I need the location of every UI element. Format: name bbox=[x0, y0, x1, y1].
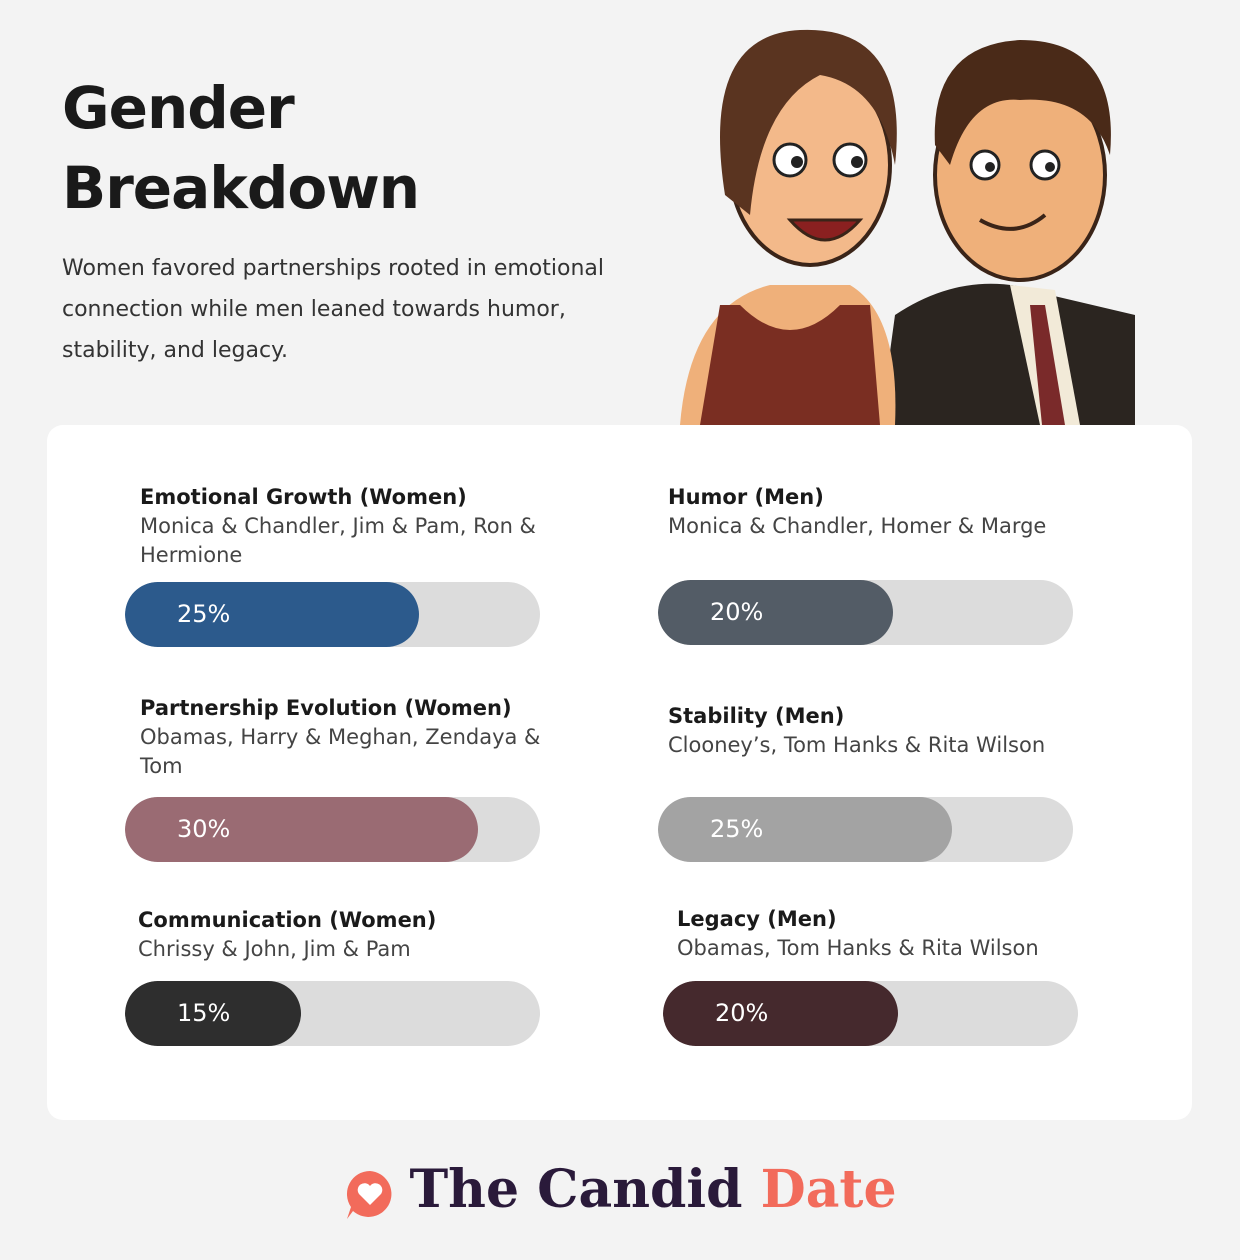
item-examples: Monica & Chandler, Homer & Marge bbox=[668, 514, 1047, 538]
bar-track: 25% bbox=[125, 582, 540, 647]
bar-fill bbox=[658, 580, 894, 645]
item-title: Humor (Men) bbox=[668, 485, 824, 509]
item-examples: Chrissy & John, Jim & Pam bbox=[138, 937, 411, 961]
bar-fill bbox=[125, 797, 478, 862]
item-title: Legacy (Men) bbox=[677, 907, 837, 931]
item-examples: Monica & Chandler, Jim & Pam, Ron & Herm… bbox=[140, 514, 536, 567]
item-text: Partnership Evolution (Women) Obamas, Har… bbox=[140, 694, 570, 781]
bar-track: 20% bbox=[658, 580, 1073, 645]
page-title: Gender Breakdown bbox=[62, 68, 420, 228]
item-text: Stability (Men) Clooney’s, Tom Hanks & Ri… bbox=[668, 702, 1098, 760]
brand-logo: The Candid Date bbox=[0, 1155, 1240, 1225]
item-text: Humor (Men) Monica & Chandler, Homer & Ma… bbox=[668, 483, 1098, 541]
results-card: Emotional Growth (Women) Monica & Chandle… bbox=[47, 425, 1192, 1120]
value-label: 30% bbox=[177, 815, 231, 843]
bar-track: 15% bbox=[125, 981, 540, 1046]
brand-icon bbox=[347, 1170, 392, 1219]
item-text: Emotional Growth (Women) Monica & Chandle… bbox=[140, 483, 570, 570]
item-text: Legacy (Men) Obamas, Tom Hanks & Rita Wil… bbox=[677, 905, 1107, 963]
bar-fill bbox=[658, 797, 952, 862]
title-line: Breakdown bbox=[62, 154, 420, 222]
bar-fill bbox=[125, 582, 419, 647]
value-label: 25% bbox=[177, 600, 231, 628]
item-title: Communication (Women) bbox=[138, 908, 437, 932]
item-examples: Obamas, Harry & Meghan, Zendaya & Tom bbox=[140, 725, 541, 778]
bar-fill bbox=[125, 981, 302, 1046]
value-label: 15% bbox=[177, 999, 231, 1027]
bar-track: 25% bbox=[658, 797, 1073, 862]
brand-name-accent: Date bbox=[760, 1159, 897, 1220]
bar-track: 20% bbox=[663, 981, 1078, 1046]
bar-track: 30% bbox=[125, 797, 540, 862]
bar-fill bbox=[663, 981, 899, 1046]
brand-name: The Candid bbox=[409, 1159, 743, 1220]
title-line: Gender bbox=[62, 74, 295, 142]
value-label: 20% bbox=[715, 999, 769, 1027]
value-label: 25% bbox=[710, 815, 764, 843]
description: Women favored partnerships rooted in emo… bbox=[62, 256, 604, 363]
value-label: 20% bbox=[710, 598, 764, 626]
item-title: Stability (Men) bbox=[668, 704, 845, 728]
item-text: Communication (Women) Chrissy & John, Jim… bbox=[138, 906, 568, 964]
item-examples: Clooney’s, Tom Hanks & Rita Wilson bbox=[668, 733, 1046, 757]
item-title: Partnership Evolution (Women) bbox=[140, 696, 512, 720]
illustration bbox=[680, 29, 1135, 425]
item-title: Emotional Growth (Women) bbox=[140, 485, 467, 509]
item-examples: Obamas, Tom Hanks & Rita Wilson bbox=[677, 936, 1039, 960]
